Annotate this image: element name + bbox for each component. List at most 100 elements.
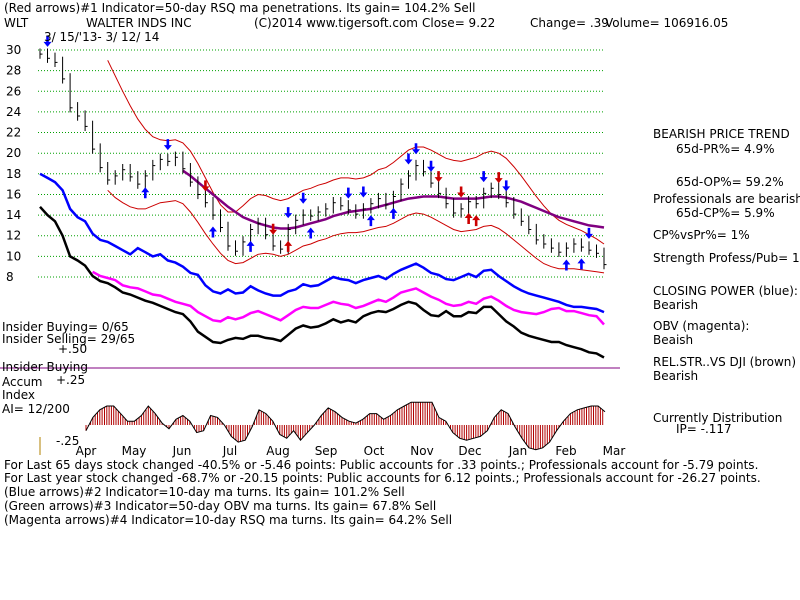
sell-arrow-icon — [457, 186, 466, 198]
sell-arrow-icon — [584, 227, 593, 239]
buy-arrow-icon — [141, 187, 150, 199]
y-tick-label: 8 — [6, 270, 14, 284]
signal-arrows — [43, 35, 593, 271]
x-month-label: Dec — [458, 444, 481, 458]
ticker-symbol: WLT — [4, 16, 29, 30]
cp-vs-pr: CP%vsPr%= 1% — [653, 228, 750, 242]
x-month-label: Nov — [410, 444, 433, 458]
obv-status: Beaish — [653, 333, 694, 347]
sell-arrow-icon — [427, 160, 436, 172]
sell-arrow-icon — [479, 171, 488, 183]
axis-labels: 30 28 26 24 22 20 18 16 14 12 10 8 Apr May Jun Jul Aug Se… — [6, 43, 625, 458]
y-tick-label: 14 — [6, 208, 21, 222]
date-range: 3/ 15/'13- 3/ 12/ 14 — [44, 30, 160, 44]
x-month-label: Jul — [222, 444, 237, 458]
obv-label: OBV (magenta): — [653, 319, 750, 333]
y-tick-label: 26 — [6, 84, 21, 98]
op-value: 65d-OP%= 59.2% — [676, 175, 784, 189]
lower-band-line — [107, 189, 605, 274]
ai-value: AI= 12/200 — [2, 402, 70, 416]
closing-power-label: CLOSING POWER (blue): — [653, 284, 798, 298]
price-change: Change= .39 — [530, 16, 609, 30]
accum-label: Accum — [2, 375, 43, 389]
insider-buying-count: Insider Buying= 0/65 — [2, 320, 129, 334]
sell-arrow-icon — [43, 35, 52, 47]
x-month-label: Oct — [364, 444, 385, 458]
buy-arrow-icon — [208, 226, 217, 238]
y-tick-label: 22 — [6, 126, 21, 140]
sell-arrow-icon — [299, 192, 308, 204]
index-label: Index — [2, 388, 36, 402]
buy-arrow-icon — [562, 259, 571, 271]
accum-plus50-label: +.50 — [58, 342, 88, 356]
header-indicator-line: (Red arrows)#1 Indicator=50-day RSQ ma p… — [4, 1, 476, 15]
cp-value: 65d-CP%= 5.9% — [676, 206, 775, 220]
grid-lines — [38, 49, 604, 278]
buy-arrow-icon — [366, 215, 375, 227]
indicator-lines — [39, 172, 605, 359]
relative-strength-line — [39, 205, 605, 359]
buy-arrow-icon — [306, 227, 315, 239]
buy-arrow-icon — [577, 258, 586, 270]
footer-blue-indicator: (Blue arrows)#2 Indicator=10-day ma turn… — [4, 485, 405, 499]
y-tick-label: 12 — [6, 229, 21, 243]
x-month-label: Aug — [266, 444, 289, 458]
footer-year-summary: For Last year stock changed -68.7% or -2… — [4, 471, 761, 485]
sell-arrow-icon — [284, 207, 293, 219]
y-tick-label: 30 — [6, 43, 21, 57]
y-tick-label: 24 — [6, 105, 21, 119]
sell-arrow-icon — [269, 223, 278, 235]
sell-arrow-icon — [494, 172, 503, 184]
x-month-label: Jan — [508, 444, 528, 458]
y-tick-label: 18 — [6, 167, 21, 181]
accumulation-index-chart — [85, 401, 606, 451]
y-tick-label: 16 — [6, 188, 21, 202]
sell-arrow-icon — [163, 139, 172, 151]
buy-arrow-icon — [284, 240, 293, 252]
sell-arrow-icon — [359, 186, 368, 198]
sell-arrow-icon — [201, 180, 210, 192]
y-tick-label: 20 — [6, 146, 21, 160]
buy-arrow-icon — [464, 213, 473, 225]
upper-band-line — [107, 60, 605, 245]
closing-power-line — [39, 172, 605, 314]
sell-arrow-icon — [502, 180, 511, 192]
x-month-label: Sep — [315, 444, 338, 458]
x-month-label: Jun — [172, 444, 192, 458]
buy-arrow-icon — [389, 207, 398, 219]
x-month-label: Apr — [76, 444, 97, 458]
accum-minus25-label: -.25 — [56, 434, 80, 448]
company-name: WALTER INDS INC — [86, 16, 192, 30]
sell-arrow-icon — [434, 171, 443, 183]
distribution-status: Currently Distribution — [653, 411, 783, 425]
y-tick-label: 28 — [6, 64, 21, 78]
price-area — [39, 48, 607, 274]
footer-65day-summary: For Last 65 days stock changed -40.5% or… — [4, 458, 759, 472]
sell-arrow-icon — [344, 187, 353, 199]
copyright-source: (C)2014 www.tigersoft.com — [254, 16, 418, 30]
x-month-label: May — [122, 444, 147, 458]
insider-selling-count: Insider Selling= 29/65 — [2, 332, 136, 346]
footer-green-indicator: (Green arrows)#3 Indicator=50-day OBV ma… — [4, 499, 437, 513]
relstr-label: REL.STR..VS DJI (brown) — [653, 355, 797, 369]
accum-line — [85, 401, 606, 451]
y-tick-label: 10 — [6, 249, 21, 263]
obv-line — [91, 270, 605, 326]
buy-arrow-icon — [472, 215, 481, 227]
volume: Volume= 106916.05 — [605, 16, 729, 30]
buy-arrow-icon — [246, 240, 255, 252]
accum-plus25-label: +.25 — [56, 373, 86, 387]
closing-power-status: Bearish — [653, 298, 699, 312]
ip-value: IP= -.117 — [676, 422, 732, 436]
x-month-label: Mar — [603, 444, 626, 458]
insider-buying-label: Insider Buying — [2, 360, 88, 374]
trend-title: BEARISH PRICE TREND — [653, 127, 790, 141]
pr-value: 65d-PR%= 4.9% — [676, 142, 775, 156]
professionals-status: Professionals are bearish — [653, 192, 800, 206]
x-month-label: Feb — [555, 444, 576, 458]
footer-magenta-indicator: (Magenta arrows)#4 Indicator=10-day RSQ … — [4, 513, 453, 527]
close-price: Close= 9.22 — [422, 16, 496, 30]
sell-arrow-icon — [404, 153, 413, 165]
sell-arrow-icon — [412, 143, 420, 155]
